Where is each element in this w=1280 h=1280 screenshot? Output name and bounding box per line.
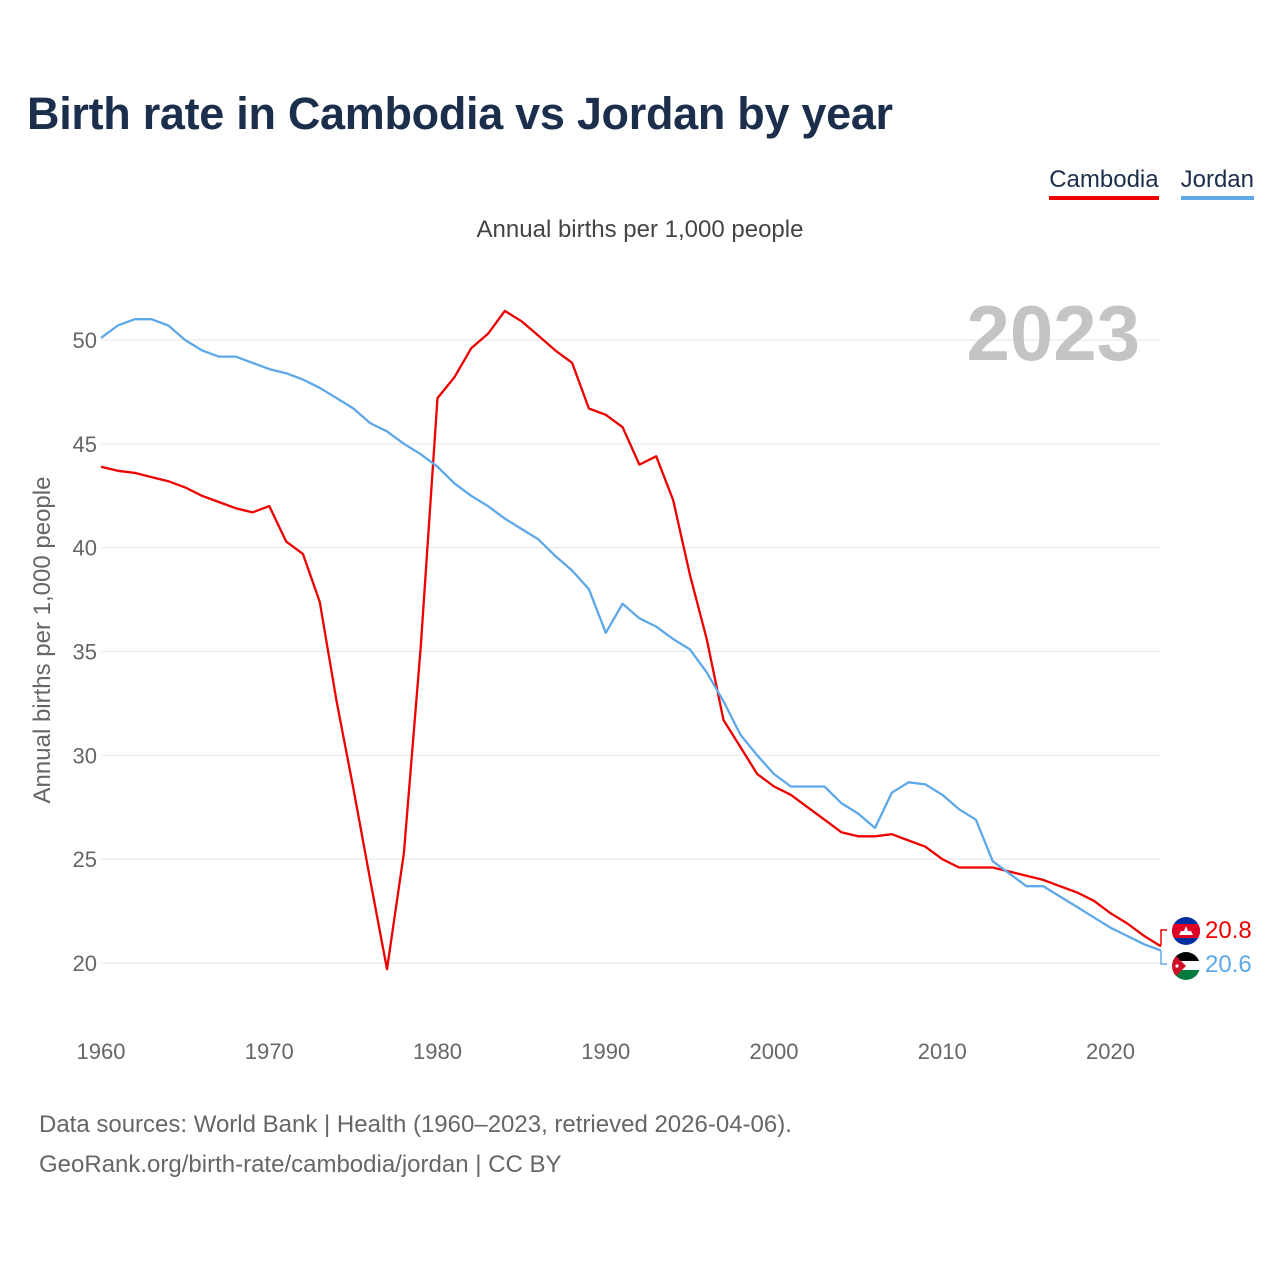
x-tick-label: 1990 bbox=[581, 1039, 630, 1064]
x-tick-label: 1960 bbox=[77, 1039, 126, 1064]
footer: Data sources: World Bank | Health (1960–… bbox=[39, 1105, 792, 1185]
legend-item-jordan[interactable]: Jordan bbox=[1180, 166, 1254, 200]
cambodia-end-label: 20.8 bbox=[1205, 917, 1252, 944]
x-axis: 1960 1970 1980 1990 2000 2010 2020 bbox=[77, 1039, 1135, 1064]
year-watermark: 2023 bbox=[966, 289, 1140, 377]
x-tick-label: 1970 bbox=[245, 1039, 294, 1064]
y-tick-label: 20 bbox=[73, 951, 97, 976]
x-tick-label: 2010 bbox=[918, 1039, 967, 1064]
y-tick-label: 35 bbox=[73, 640, 97, 665]
legend: Cambodia Jordan bbox=[1049, 166, 1254, 200]
jordan-end-label: 20.6 bbox=[1205, 951, 1252, 978]
x-tick-label: 2020 bbox=[1086, 1039, 1135, 1064]
series-lines bbox=[100, 309, 1162, 971]
jordan-flag-icon bbox=[1172, 952, 1200, 980]
series-line-jordan[interactable] bbox=[100, 318, 1162, 952]
series-line-cambodia[interactable] bbox=[100, 309, 1162, 971]
x-tick-label: 2000 bbox=[750, 1039, 799, 1064]
jordan-connector bbox=[1160, 951, 1167, 965]
chart-subtitle: Annual births per 1,000 people bbox=[476, 216, 804, 243]
footer-link[interactable]: GeoRank.org/birth-rate/cambodia/jordan |… bbox=[39, 1151, 562, 1178]
y-tick-label: 30 bbox=[73, 743, 97, 768]
chart-title: Birth rate in Cambodia vs Jordan by year bbox=[27, 88, 893, 139]
y-tick-label: 45 bbox=[73, 432, 97, 457]
cambodia-connector bbox=[1160, 929, 1167, 945]
y-tick-label: 40 bbox=[73, 536, 97, 561]
footer-sources: Data sources: World Bank | Health (1960–… bbox=[39, 1111, 792, 1138]
end-markers: 20.8 20.6 bbox=[1160, 917, 1252, 980]
y-tick-label: 50 bbox=[73, 328, 97, 353]
y-axis-label: Annual births per 1,000 people bbox=[29, 477, 56, 804]
legend-item-cambodia[interactable]: Cambodia bbox=[1049, 166, 1159, 200]
y-axis: 20 25 30 35 40 45 50 bbox=[73, 328, 97, 976]
cambodia-flag-icon bbox=[1172, 917, 1200, 945]
x-tick-label: 1980 bbox=[413, 1039, 462, 1064]
y-tick-label: 25 bbox=[73, 847, 97, 872]
